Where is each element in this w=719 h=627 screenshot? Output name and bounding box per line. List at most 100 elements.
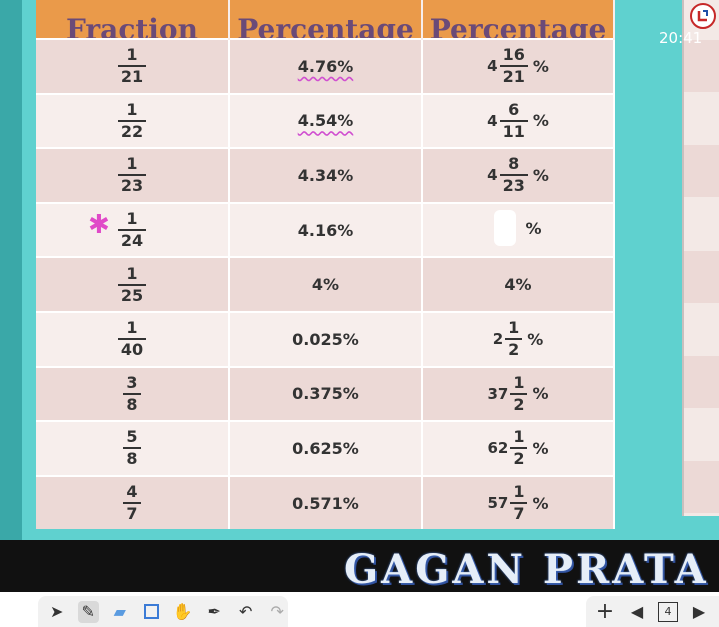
fraction-cell: 1 25 xyxy=(36,256,230,312)
mixed-fraction: 16 21 xyxy=(499,45,528,85)
table-row: 1 23 4.34% 4 8 23 % xyxy=(36,147,615,203)
mixed-percentage-cell: 2 1 2 % xyxy=(422,310,615,367)
numerator: 1 xyxy=(126,45,138,65)
mixed-fraction: 8 23 xyxy=(499,156,528,194)
percentage-table-wrap: Fraction Percentage Percentage 1 21 4.76… xyxy=(36,0,615,530)
mixed-percentage-cell: 4 8 23 % xyxy=(422,147,615,203)
fraction-cell: 1 23 xyxy=(36,147,230,203)
percent-sign: % xyxy=(532,384,549,404)
drawing-toolbar: ➤ ✎ ▰ ✋ ✒ ↶ ↷ xyxy=(38,596,288,627)
decimal-percentage: 4.76% xyxy=(297,56,354,76)
fraction-percentage-table: Fraction Percentage Percentage 1 21 4.76… xyxy=(36,0,615,530)
percent-sign: % xyxy=(532,438,549,458)
table-header-row: Fraction Percentage Percentage xyxy=(36,0,615,39)
denominator: 2 xyxy=(505,338,523,358)
mixed-percentage: % xyxy=(494,210,542,247)
undo-icon[interactable]: ↶ xyxy=(239,602,253,621)
denominator: 23 xyxy=(117,174,147,194)
percentage-cell: 0.025% xyxy=(229,310,423,367)
shape-icon[interactable] xyxy=(141,601,163,623)
mixed-percentage-cell: 4 16 21 % xyxy=(422,38,615,94)
table-row: 1 21 4.76% 4 16 21 % xyxy=(36,38,615,94)
fraction: 1 21 xyxy=(117,45,147,85)
hand-icon[interactable]: ✋ xyxy=(172,602,193,621)
table-row: 3 8 0.375% 37 1 2 % xyxy=(36,365,615,422)
blank-fraction xyxy=(494,210,517,247)
table-row: 1 24 4.16% % xyxy=(36,201,615,258)
mixed-percentage-cell: 4 6 11 % xyxy=(422,92,615,149)
numerator: 4 xyxy=(126,482,138,502)
prev-page-icon[interactable]: ◀ xyxy=(630,602,644,621)
table-row: 5 8 0.625% 62 1 2 % xyxy=(36,420,615,476)
page-nav-toolbar: + ◀ 4 ▶ xyxy=(586,596,719,627)
numerator: 1 xyxy=(126,318,138,338)
fraction: 1 40 xyxy=(117,318,147,358)
numerator: 6 xyxy=(508,99,520,119)
redo-icon[interactable]: ↷ xyxy=(270,602,284,621)
numerator: 16 xyxy=(502,45,525,65)
numerator: 1 xyxy=(126,209,138,229)
eraser-icon[interactable]: ▰ xyxy=(113,602,126,621)
next-slide-preview xyxy=(682,0,719,516)
header-percentage-mixed: Percentage xyxy=(422,0,615,39)
percentage-cell: 4.76% xyxy=(229,38,423,94)
mixed-fraction: 1 7 xyxy=(510,484,528,522)
percentage-cell: 4.54% xyxy=(229,92,423,149)
numerator: 5 xyxy=(126,427,138,447)
denominator: 22 xyxy=(117,119,147,140)
table-row: 1 22 4.54% 4 6 11 % xyxy=(36,92,615,149)
fraction: 4 7 xyxy=(123,482,141,522)
whole-number: 4 xyxy=(487,166,498,185)
percent-sign: % xyxy=(532,111,549,131)
mixed-percentage-cell: 37 1 2 % xyxy=(422,365,615,422)
denominator: 2 xyxy=(510,392,528,413)
percent-sign: % xyxy=(532,165,549,185)
whole-number: 37 xyxy=(487,384,509,403)
fraction-cell: 3 8 xyxy=(36,365,230,422)
fraction: 1 25 xyxy=(117,265,147,304)
decimal-percentage: 0.571% xyxy=(292,493,359,513)
fraction-cell: 1 40 xyxy=(36,310,230,367)
mixed-fraction: 1 2 xyxy=(510,427,528,467)
next-page-icon[interactable]: ▶ xyxy=(692,602,706,621)
numerator: 1 xyxy=(508,318,520,338)
decimal-percentage: 4.54% xyxy=(297,111,354,131)
mixed-percentage: 4 16 21 % xyxy=(487,47,549,85)
mixed-fraction: 1 2 xyxy=(510,372,528,413)
denominator: 21 xyxy=(117,65,147,85)
laser-icon[interactable]: ✒ xyxy=(207,602,221,621)
page-counter-icon[interactable]: 4 xyxy=(658,601,678,622)
whole-number: 4 xyxy=(487,111,498,130)
percentage-cell: 0.625% xyxy=(229,420,423,476)
percentage-cell: 4.16% xyxy=(229,201,423,258)
fraction-cell: 1 21 xyxy=(36,38,230,94)
denominator: 21 xyxy=(499,65,528,85)
bottom-banner: GAGAN PRATA xyxy=(0,540,719,592)
pointer-icon[interactable]: ➤ xyxy=(50,602,64,621)
clock: 20:41 xyxy=(659,29,703,47)
whole-number: 62 xyxy=(487,439,509,458)
mixed-percentage: 2 1 2 % xyxy=(493,320,544,358)
fraction-cell: 5 8 xyxy=(36,420,230,476)
decimal-percentage: 4% xyxy=(311,275,340,295)
add-page-icon[interactable]: + xyxy=(595,599,615,624)
mixed-percentage: 57 1 7 % xyxy=(487,484,548,522)
table-row: 4 7 0.571% 57 1 7 % xyxy=(36,474,615,530)
fraction-cell: 1 22 xyxy=(36,92,230,149)
denominator: 25 xyxy=(117,283,147,304)
numerator: 1 xyxy=(513,427,525,447)
numerator: 3 xyxy=(126,372,138,392)
decimal-percentage: 0.025% xyxy=(292,329,359,349)
numerator: 1 xyxy=(513,372,525,392)
mixed-percentage: 4% xyxy=(504,275,532,295)
decimal-percentage: 4.34% xyxy=(297,165,354,185)
mixed-percentage-cell: 57 1 7 % xyxy=(422,474,615,530)
denominator: 2 xyxy=(510,447,528,467)
pen-icon[interactable]: ✎ xyxy=(77,600,99,623)
decimal-percentage: 4.16% xyxy=(297,220,354,240)
mixed-percentage: 62 1 2 % xyxy=(487,429,548,467)
percentage-cell: 4% xyxy=(229,256,423,312)
mixed-fraction: 6 11 xyxy=(499,99,528,140)
channel-logo-icon xyxy=(690,3,716,29)
decimal-percentage: 0.375% xyxy=(292,384,359,404)
